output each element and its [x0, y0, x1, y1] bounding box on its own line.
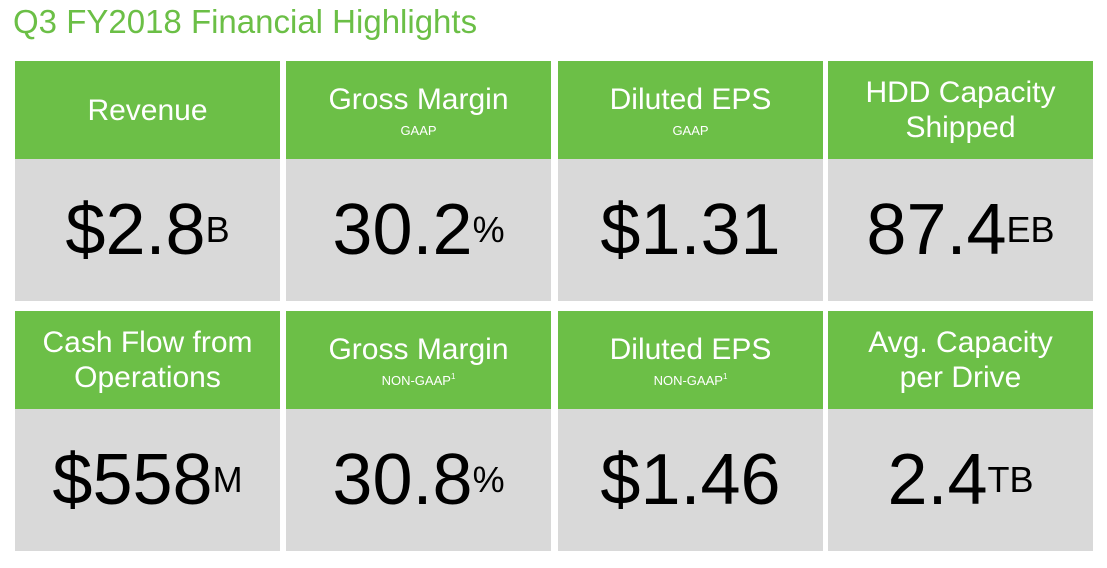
- card-title-line2: per Drive: [899, 361, 1022, 394]
- value-number: 30.2: [332, 190, 473, 270]
- card-title: Gross Margin: [328, 332, 509, 366]
- footnote-marker: 1: [722, 371, 728, 381]
- value-number: 2.4: [887, 440, 988, 520]
- card-header: Diluted EPS GAAP: [558, 61, 823, 159]
- card-title-line1: Cash Flow from: [42, 326, 253, 359]
- value-unit: B: [205, 209, 230, 250]
- value-number: $558: [52, 440, 213, 520]
- card-title: Diluted EPS: [609, 332, 772, 366]
- card-title: Diluted EPS: [609, 82, 772, 116]
- card-title: Gross Margin: [328, 82, 509, 116]
- value-number: 87.4: [866, 190, 1007, 270]
- card-subtitle: GAAP: [400, 122, 437, 138]
- card-cash-flow-operations: Cash Flow from Operations $558 M: [15, 311, 280, 551]
- value-number: $2.8: [65, 190, 206, 270]
- value-number: $1.46: [600, 440, 781, 520]
- card-value: $558 M: [15, 409, 280, 551]
- card-header: Cash Flow from Operations: [15, 311, 280, 409]
- card-title-line1: HDD Capacity: [865, 76, 1056, 109]
- card-title: Avg. Capacity per Drive: [868, 325, 1053, 395]
- card-header: Gross Margin GAAP: [286, 61, 551, 159]
- card-value: 2.4 TB: [828, 409, 1093, 551]
- value-unit: %: [472, 459, 505, 500]
- card-title-line2: Shipped: [905, 111, 1016, 144]
- page-title: Q3 FY2018 Financial Highlights: [13, 3, 478, 40]
- card-title: HDD Capacity Shipped: [865, 75, 1055, 145]
- card-avg-capacity-per-drive: Avg. Capacity per Drive 2.4 TB: [828, 311, 1093, 551]
- card-title-line1: Avg. Capacity: [868, 326, 1053, 359]
- card-subtitle: NON-GAAP1: [653, 371, 728, 388]
- card-subtitle: GAAP: [672, 122, 709, 138]
- card-gross-margin-gaap: Gross Margin GAAP 30.2%: [286, 61, 551, 301]
- footnote-marker: 1: [450, 371, 456, 381]
- value-unit: EB: [1006, 209, 1055, 250]
- card-value: 30.8%: [286, 409, 551, 551]
- card-diluted-eps-gaap: Diluted EPS GAAP $1.31: [558, 61, 823, 301]
- card-header: Avg. Capacity per Drive: [828, 311, 1093, 409]
- card-value: $1.31: [558, 159, 823, 301]
- value-unit: M: [212, 459, 243, 500]
- value-unit: TB: [987, 459, 1034, 500]
- card-header: Diluted EPS NON-GAAP1: [558, 311, 823, 409]
- card-title-line2: Operations: [74, 361, 221, 394]
- card-subtitle: NON-GAAP1: [381, 371, 456, 388]
- card-diluted-eps-non-gaap: Diluted EPS NON-GAAP1 $1.46: [558, 311, 823, 551]
- card-hdd-capacity-shipped: HDD Capacity Shipped 87.4 EB: [828, 61, 1093, 301]
- card-gross-margin-non-gaap: Gross Margin NON-GAAP1 30.8%: [286, 311, 551, 551]
- card-header: Revenue: [15, 61, 280, 159]
- card-title: Cash Flow from Operations: [42, 325, 252, 395]
- value-number: $1.31: [600, 190, 781, 270]
- card-value: $2.8 B: [15, 159, 280, 301]
- card-value: 87.4 EB: [828, 159, 1093, 301]
- value-unit: %: [472, 209, 505, 250]
- card-header: Gross Margin NON-GAAP1: [286, 311, 551, 409]
- card-revenue: Revenue $2.8 B: [15, 61, 280, 301]
- card-title: Revenue: [87, 93, 208, 127]
- card-header: HDD Capacity Shipped: [828, 61, 1093, 159]
- value-number: 30.8: [332, 440, 473, 520]
- card-value: $1.46: [558, 409, 823, 551]
- card-value: 30.2%: [286, 159, 551, 301]
